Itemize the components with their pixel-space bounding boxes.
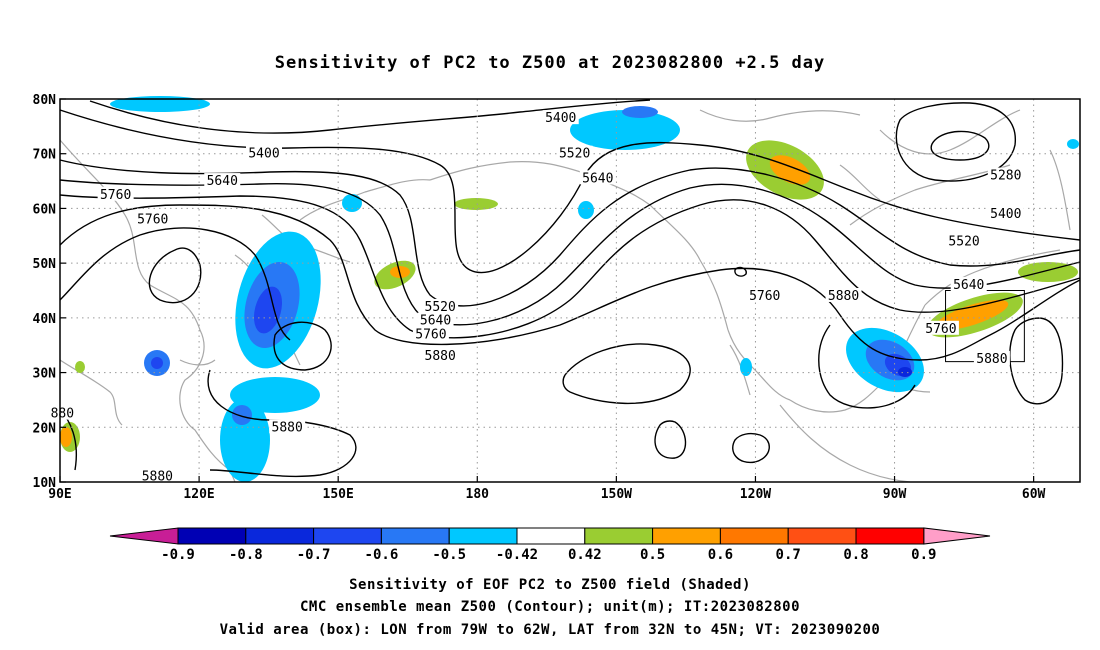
contour-label-bg xyxy=(946,233,983,248)
caption-line-2: CMC ensemble mean Z500 (Contour); unit(m… xyxy=(300,599,800,615)
caption-line-1: Sensitivity of EOF PC2 to Z500 field (Sh… xyxy=(349,577,751,593)
colorbar-segment xyxy=(855,527,925,545)
colorbar-label: -0.9 xyxy=(161,547,195,563)
lat-tick-label: 60N xyxy=(33,202,57,217)
contour-label: 5760 xyxy=(137,212,168,227)
contour-label: 5640 xyxy=(582,171,613,186)
contour-label: 5880 xyxy=(828,289,859,304)
contour-label-bg xyxy=(97,186,134,201)
colorbar-high-extension xyxy=(923,527,991,545)
colorbar-segment xyxy=(719,527,789,545)
contour-label-bg xyxy=(412,326,449,341)
contour-label: 5640 xyxy=(953,278,984,293)
axis-ticks: 90E 120E 150E 180 150W 120W 90W 60W 10N 20N 30N 40N… xyxy=(33,93,1046,502)
contour-label-bg xyxy=(204,173,241,188)
contour-label: 5640 xyxy=(420,314,451,329)
colorbar-label: 0.7 xyxy=(776,547,801,563)
contour-label-bg xyxy=(269,419,306,434)
contour-label: 5880 xyxy=(976,352,1007,367)
colorbar-low-extension xyxy=(109,527,179,545)
lat-tick-label: 30N xyxy=(33,367,57,382)
colorbar-segment xyxy=(380,527,450,545)
contour-label: 880 xyxy=(51,407,74,422)
sensitivity-shading xyxy=(60,96,1079,482)
contour-label-bg xyxy=(48,405,77,420)
colorbar-label: 0.6 xyxy=(708,547,733,563)
contour-label: 5880 xyxy=(425,349,456,364)
colorbar-segment xyxy=(177,527,247,545)
contour-label-bg xyxy=(556,145,593,160)
colorbar-label: -0.8 xyxy=(229,547,263,563)
contour-label: 5520 xyxy=(559,147,590,162)
contour-label: 5880 xyxy=(272,420,303,435)
caption-line-3: Valid area (box): LON from 79W to 62W, L… xyxy=(220,622,881,638)
contour-label-bg xyxy=(825,287,862,302)
lon-tick-label: 120E xyxy=(183,487,214,502)
lon-tick-label: 120W xyxy=(740,487,771,502)
contour-label-bg xyxy=(922,320,959,335)
colorbar-label: 0.8 xyxy=(843,547,868,563)
contour-label-bg xyxy=(422,348,459,363)
contour-label: 5520 xyxy=(948,234,979,249)
colorbar-label: -0.7 xyxy=(297,547,331,563)
colorbar-label: 0.42 xyxy=(568,547,602,563)
contour-label-bg xyxy=(246,145,282,160)
contour-label: 5400 xyxy=(248,147,279,162)
colorbar-label: -0.5 xyxy=(432,547,466,563)
contour-label-bg xyxy=(139,468,176,483)
colorbar-segment xyxy=(245,527,315,545)
lat-tick-label: 70N xyxy=(33,148,57,163)
colorbar-label: 0.9 xyxy=(911,547,936,563)
contour-label: 5760 xyxy=(415,327,446,342)
contour-label-bg xyxy=(542,110,579,125)
contour-label: 5760 xyxy=(749,289,780,304)
colorbar-segment xyxy=(448,527,518,545)
contour-label-bg xyxy=(987,167,1024,182)
contour-label-bg xyxy=(422,298,459,313)
contour-label-bg xyxy=(417,312,454,327)
contour-label: 5640 xyxy=(207,174,238,189)
colorbar-segment xyxy=(313,527,382,545)
colorbar-segment xyxy=(787,527,857,545)
lat-tick-label: 80N xyxy=(33,93,57,108)
contour-label-bg xyxy=(973,350,1010,365)
lon-tick-label: 150E xyxy=(323,487,354,502)
contour-label-bg xyxy=(950,277,987,292)
contour-label: 5520 xyxy=(425,300,456,315)
contour-label-bg xyxy=(579,170,616,185)
lat-tick-label: 20N xyxy=(33,421,57,436)
colorbar-label: 0.5 xyxy=(640,547,665,563)
colorbar-segment xyxy=(516,527,586,545)
captions: Sensitivity of EOF PC2 to Z500 field (Sh… xyxy=(220,577,881,638)
lon-tick-label: 180 xyxy=(466,487,490,502)
z500-contours xyxy=(59,99,1081,478)
colorbar-label: -0.6 xyxy=(365,547,399,563)
contour-label: 5760 xyxy=(100,188,131,203)
colorbar: -0.9 -0.8 -0.7 -0.6 -0.5 -0.42 0.42 0.5 0.6 0.7 0.… xyxy=(109,527,991,563)
contour-label: 5280 xyxy=(990,169,1021,184)
lat-tick-label: 10N xyxy=(33,476,57,491)
lat-tick-label: 40N xyxy=(33,312,57,327)
lon-tick-label: 90W xyxy=(883,487,907,502)
lon-tick-label: 150W xyxy=(601,487,632,502)
map-frame xyxy=(59,98,1081,483)
lon-tick-label: 60W xyxy=(1022,487,1046,502)
figure-title: Sensitivity of PC2 to Z500 at 2023082800… xyxy=(275,53,826,73)
contour-label: 5880 xyxy=(142,470,173,485)
contour-label-bg xyxy=(746,287,783,302)
contour-label-bg xyxy=(987,205,1024,220)
contour-label-bg xyxy=(134,211,171,226)
contour-label: 5400 xyxy=(990,207,1021,222)
colorbar-segment xyxy=(652,527,721,545)
contour-label: 5400 xyxy=(545,111,576,126)
lat-tick-label: 50N xyxy=(33,257,57,272)
lon-tick-label: 90E xyxy=(48,487,71,502)
colorbar-label: -0.42 xyxy=(496,547,538,563)
grid-lines xyxy=(60,99,1080,482)
contour-label: 5760 xyxy=(925,322,956,337)
colorbar-segment xyxy=(584,527,654,545)
